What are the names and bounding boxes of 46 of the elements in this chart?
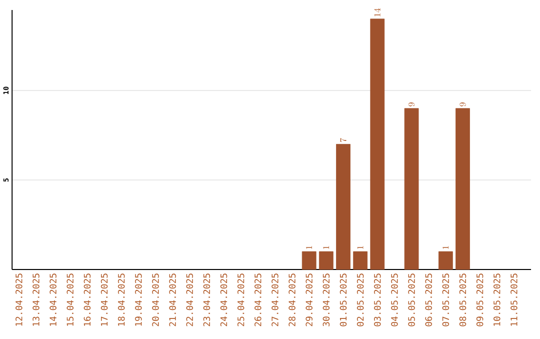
x-tick-label: 05.05.2025 <box>408 274 415 326</box>
bar <box>438 251 453 270</box>
bar <box>353 251 368 270</box>
x-tick-label: 22.04.2025 <box>186 274 194 326</box>
x-tick-label: 14.04.2025 <box>50 274 56 326</box>
x-tick-label: 29.04.2025 <box>306 274 312 326</box>
x-tick-label: 21.04.2025 <box>169 274 176 326</box>
data-label: 9 <box>460 102 466 106</box>
x-tick-label: 03.05.2025 <box>374 274 381 326</box>
bar <box>404 108 419 270</box>
x-tick-label: 07.05.2025 <box>442 274 450 326</box>
x-tick-label: 24.04.2025 <box>220 274 228 326</box>
x-tick-label: 20.04.2025 <box>152 274 159 326</box>
x-tick-label: 10.05.2025 <box>494 274 500 326</box>
bar <box>302 251 316 270</box>
x-tick-label: 13.04.2025 <box>32 274 40 326</box>
bar <box>370 18 385 270</box>
bar <box>336 144 350 270</box>
x-tick-label: 26.04.2025 <box>254 274 262 326</box>
x-tick-label: 15.04.2025 <box>66 274 74 326</box>
x-tick-label: 23.04.2025 <box>203 274 210 326</box>
x-tick-label: 19.04.2025 <box>135 274 142 326</box>
bar <box>456 108 470 270</box>
data-label: 1 <box>357 246 364 249</box>
x-tick-label: 02.05.2025 <box>356 274 364 326</box>
x-tick-label: 11.05.2025 <box>510 274 518 326</box>
x-tick-label: 27.04.2025 <box>272 274 278 326</box>
data-label: 1 <box>442 246 449 249</box>
x-tick-label: 12.04.2025 <box>16 274 22 326</box>
data-label: 14 <box>374 8 380 16</box>
data-label: 1 <box>323 246 330 249</box>
x-tick-label: 18.04.2025 <box>118 274 125 326</box>
x-tick-label: 16.04.2025 <box>84 274 91 326</box>
x-tick-label: 01.05.2025 <box>340 274 347 326</box>
x-tick-label: 06.05.2025 <box>425 274 432 326</box>
x-tick-label: 17.04.2025 <box>100 274 108 326</box>
data-label: 1 <box>306 246 312 249</box>
x-tick-label: 25.04.2025 <box>237 274 244 326</box>
x-tick-label: 28.04.2025 <box>288 274 296 326</box>
x-tick-label: 08.05.2025 <box>459 274 466 326</box>
bar <box>319 251 334 270</box>
x-tick-label: 09.05.2025 <box>476 274 484 326</box>
x-tick-label: 04.05.2025 <box>391 274 398 326</box>
x-tick-label: 30.04.2025 <box>322 274 330 326</box>
data-label: 9 <box>408 102 415 106</box>
data-label: 7 <box>340 138 346 142</box>
